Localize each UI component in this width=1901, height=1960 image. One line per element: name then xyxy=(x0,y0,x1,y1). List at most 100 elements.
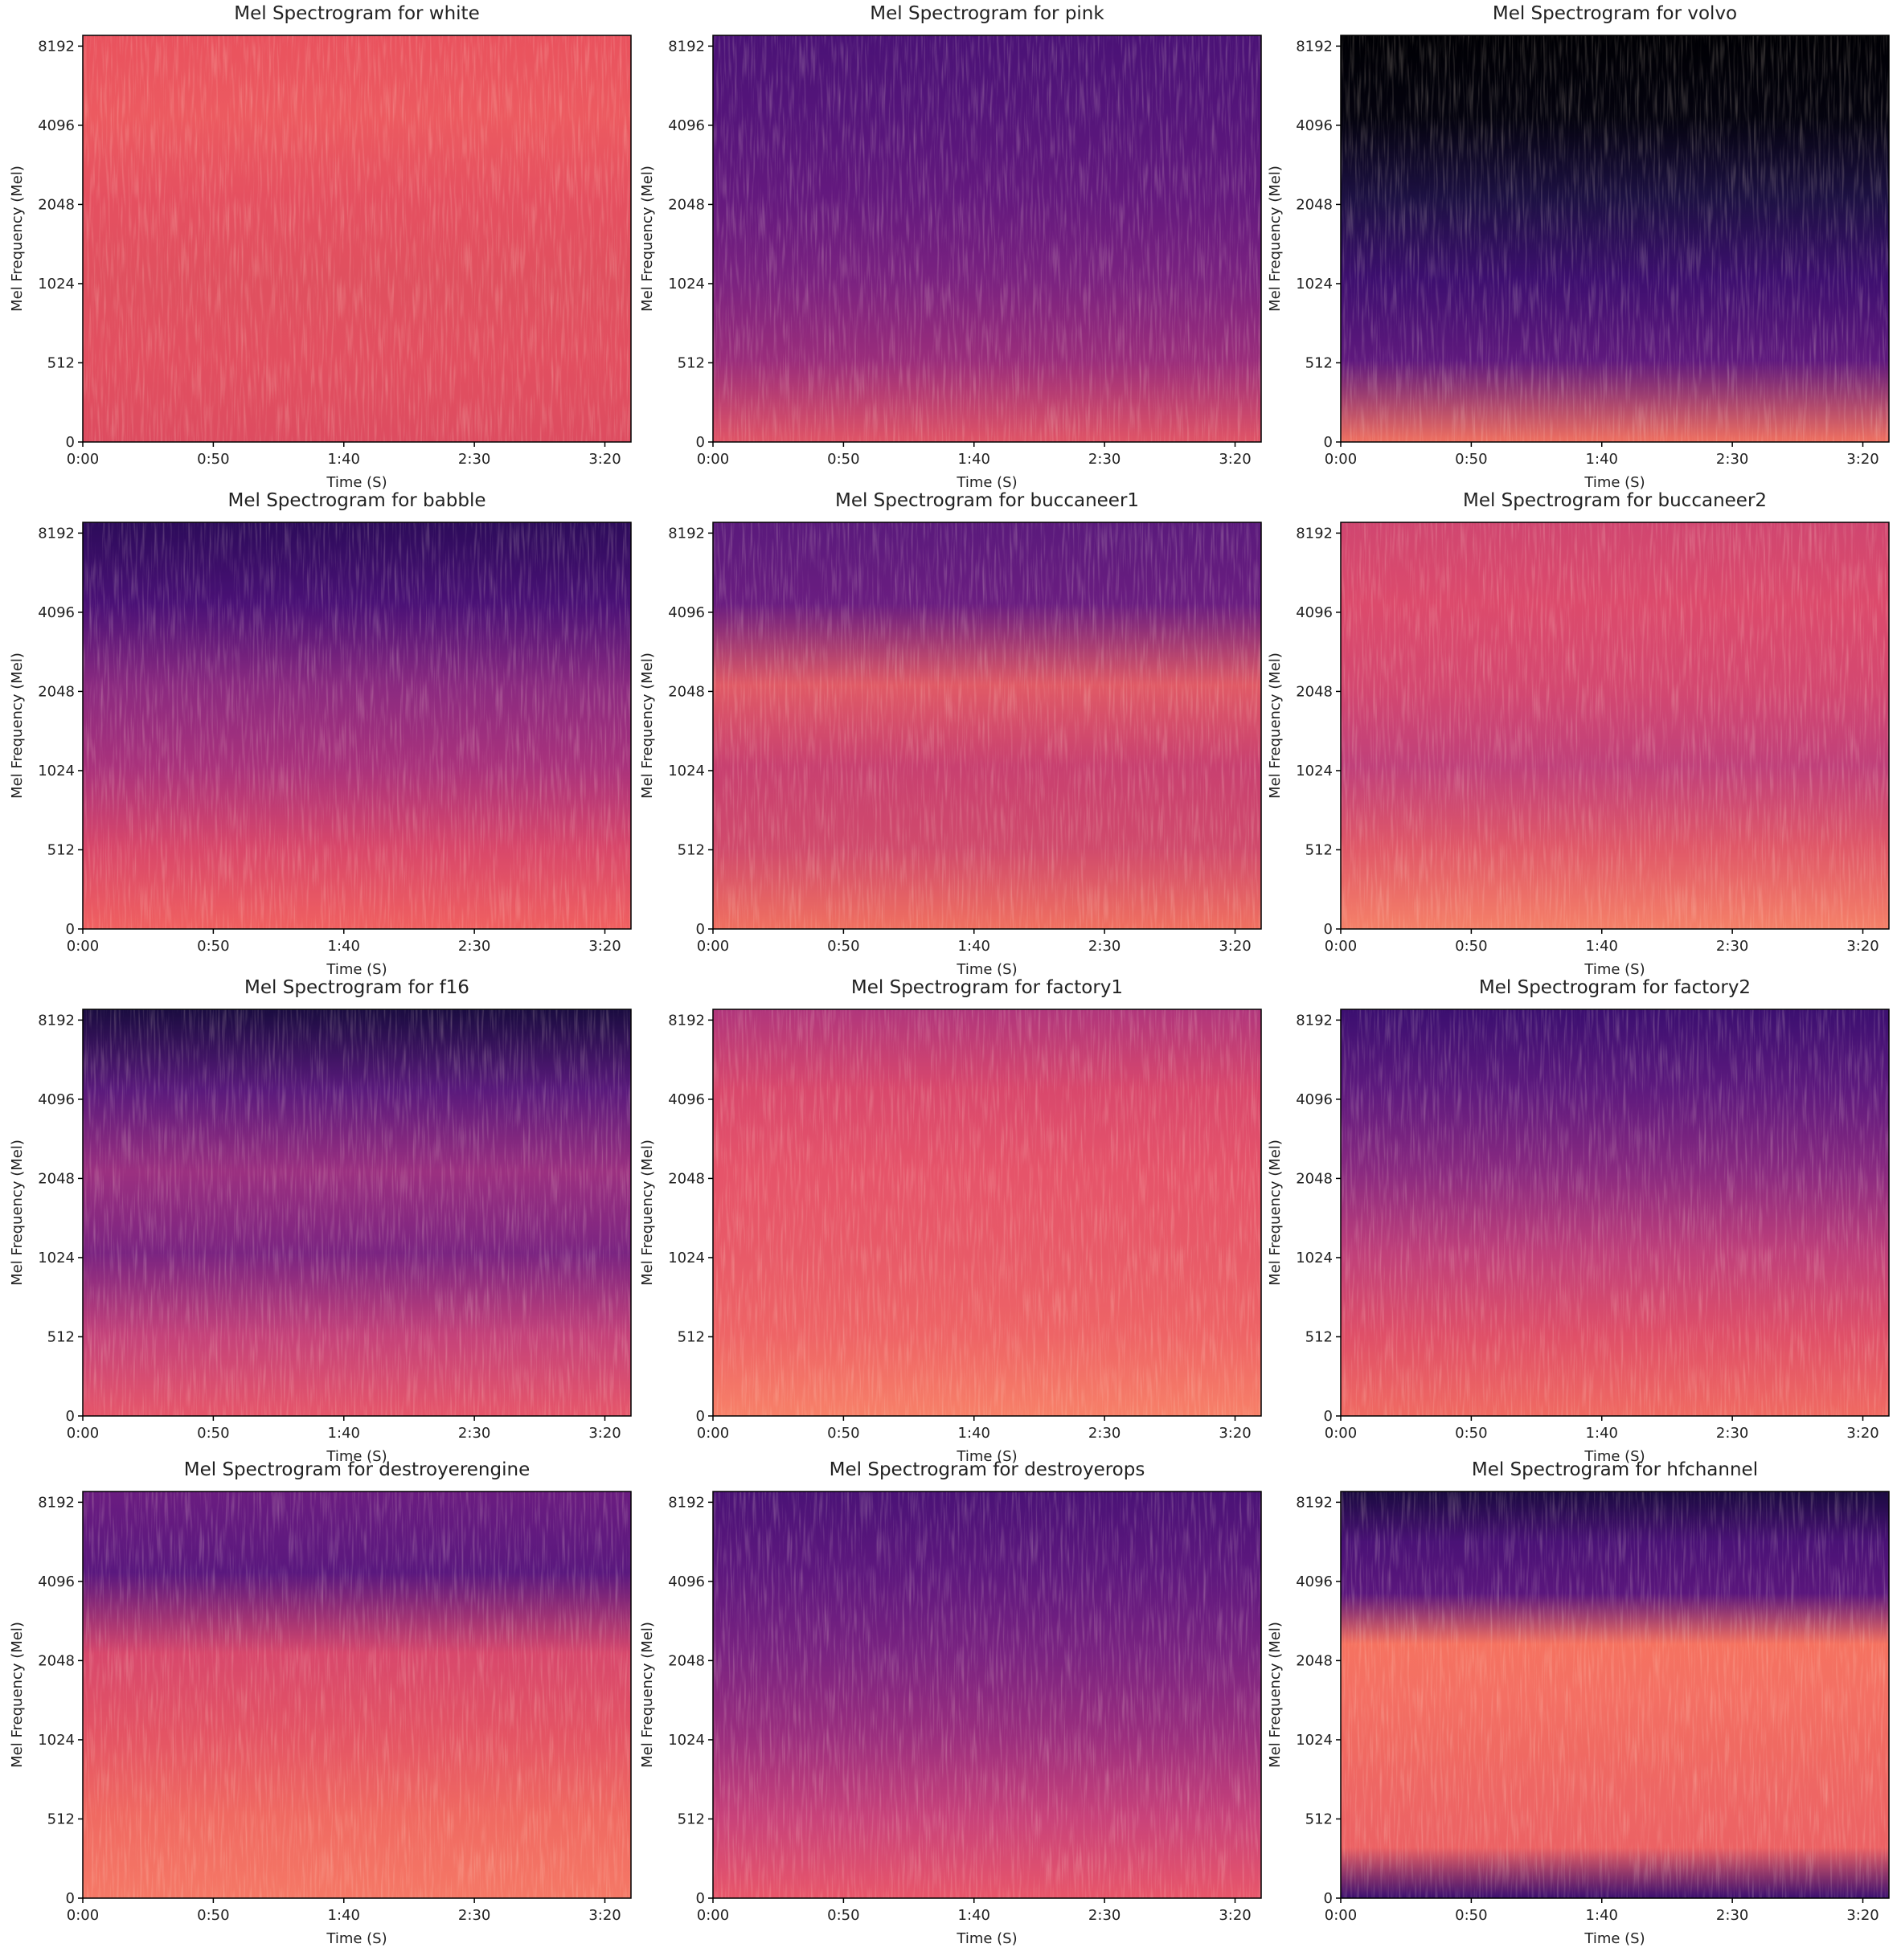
y-tick-label: 8192 xyxy=(668,38,705,55)
y-tick-label: 1024 xyxy=(38,763,75,779)
spectrogram-texture xyxy=(83,35,631,442)
x-axis-label: Time (S) xyxy=(326,961,387,978)
y-tick-label: 8192 xyxy=(38,1012,75,1029)
x-axis-label: Time (S) xyxy=(956,1930,1017,1947)
y-tick-label: 0 xyxy=(1324,1408,1333,1425)
y-tick-label: 8192 xyxy=(668,1494,705,1511)
chart-title: Mel Spectrogram for factory2 xyxy=(1479,977,1751,998)
x-tick-label: 0:00 xyxy=(1325,451,1357,468)
plot-frame xyxy=(1340,35,1890,443)
y-tick-label: 512 xyxy=(678,1811,705,1827)
subplot: Mel Spectrogram for volvo 0 512 1024 2048 409… xyxy=(1267,3,1890,491)
x-tick-label: 2:30 xyxy=(1716,1907,1748,1924)
y-axis-label: Mel Frequency (Mel) xyxy=(9,1140,26,1286)
plot-frame xyxy=(1340,1009,1890,1417)
x-tick-label: 2:30 xyxy=(1716,938,1748,955)
y-tick-label: 2048 xyxy=(1296,1652,1333,1669)
y-tick-label: 1024 xyxy=(1296,1732,1333,1749)
y-tick-label: 8192 xyxy=(668,1012,705,1029)
x-axis-label: Time (S) xyxy=(1583,1448,1645,1465)
y-tick-label: 512 xyxy=(678,841,705,858)
subplot: Mel Spectrogram for buccaneer1 0 512 1024 20… xyxy=(639,490,1262,978)
y-tick-label: 4096 xyxy=(668,1091,705,1108)
spectrogram-texture xyxy=(83,1491,631,1898)
y-axis-label: Mel Frequency (Mel) xyxy=(639,653,656,799)
x-tick-label: 0:50 xyxy=(1455,938,1487,955)
y-tick-label: 2048 xyxy=(38,1170,75,1187)
spectrogram-texture xyxy=(1341,1009,1889,1416)
y-tick-label: 8192 xyxy=(1296,1012,1333,1029)
y-axis-label: Mel Frequency (Mel) xyxy=(639,1622,656,1768)
x-tick-label: 0:00 xyxy=(67,451,99,468)
y-tick-label: 512 xyxy=(47,841,75,858)
y-axis-label: Mel Frequency (Mel) xyxy=(1267,653,1284,799)
y-tick-label: 1024 xyxy=(1296,1250,1333,1266)
y-tick-label: 4096 xyxy=(1296,1091,1333,1108)
x-tick-label: 0:00 xyxy=(67,938,99,955)
y-tick-label: 0 xyxy=(696,434,705,451)
spectrogram-texture xyxy=(713,1491,1261,1898)
y-tick-label: 4096 xyxy=(668,1573,705,1590)
chart-title: Mel Spectrogram for babble xyxy=(228,490,486,511)
subplot: Mel Spectrogram for destroyerops 0 512 1024… xyxy=(639,1459,1262,1947)
y-tick-label: 4096 xyxy=(38,117,75,134)
x-tick-label: 3:20 xyxy=(1846,1907,1878,1924)
x-tick-label: 0:50 xyxy=(1455,1425,1487,1442)
y-tick-label: 1024 xyxy=(1296,763,1333,779)
spectrogram-texture xyxy=(1341,522,1889,929)
y-tick-label: 1024 xyxy=(668,1732,705,1749)
x-tick-label: 0:50 xyxy=(197,451,229,468)
spectrogram-texture xyxy=(1341,35,1889,442)
x-tick-label: 0:50 xyxy=(197,1907,229,1924)
subplot: Mel Spectrogram for factory1 0 512 1024 2048… xyxy=(639,977,1262,1465)
x-tick-label: 0:00 xyxy=(67,1907,99,1924)
y-tick-label: 2048 xyxy=(1296,196,1333,213)
y-tick-label: 2048 xyxy=(38,1652,75,1669)
y-tick-label: 8192 xyxy=(38,1494,75,1511)
y-tick-label: 0 xyxy=(696,1408,705,1425)
x-tick-label: 2:30 xyxy=(1088,938,1121,955)
x-tick-label: 3:20 xyxy=(588,938,621,955)
x-axis-label: Time (S) xyxy=(326,474,387,491)
y-tick-label: 512 xyxy=(678,354,705,371)
x-tick-label: 3:20 xyxy=(1846,938,1878,955)
chart-title: Mel Spectrogram for factory1 xyxy=(851,977,1123,998)
spectrogram-texture xyxy=(713,35,1261,442)
y-tick-label: 1024 xyxy=(38,1250,75,1266)
y-tick-label: 8192 xyxy=(1296,1494,1333,1511)
x-tick-label: 1:40 xyxy=(328,451,360,468)
x-tick-label: 0:50 xyxy=(1455,1907,1487,1924)
x-tick-label: 0:50 xyxy=(1455,451,1487,468)
x-tick-label: 1:40 xyxy=(958,1907,990,1924)
plot-frame xyxy=(712,1009,1262,1417)
y-tick-label: 2048 xyxy=(1296,1170,1333,1187)
plot-frame xyxy=(82,35,632,443)
subplot: Mel Spectrogram for f16 0 512 1024 2048 4096 8… xyxy=(9,977,632,1465)
plot-frame xyxy=(1340,522,1890,930)
y-tick-label: 8192 xyxy=(38,38,75,55)
y-axis-label: Mel Frequency (Mel) xyxy=(1267,1140,1284,1286)
y-tick-label: 2048 xyxy=(668,1170,705,1187)
y-tick-label: 0 xyxy=(66,434,75,451)
x-tick-label: 0:50 xyxy=(197,938,229,955)
x-axis-label: Time (S) xyxy=(1583,961,1645,978)
x-tick-label: 2:30 xyxy=(458,451,490,468)
y-tick-label: 2048 xyxy=(38,196,75,213)
x-tick-label: 0:00 xyxy=(67,1425,99,1442)
plot-frame xyxy=(712,35,1262,443)
y-tick-label: 4096 xyxy=(38,1091,75,1108)
y-axis-label: Mel Frequency (Mel) xyxy=(639,166,656,312)
y-axis-label: Mel Frequency (Mel) xyxy=(1267,1622,1284,1768)
x-tick-label: 3:20 xyxy=(1219,1425,1251,1442)
x-tick-label: 2:30 xyxy=(1088,451,1121,468)
chart-title: Mel Spectrogram for volvo xyxy=(1493,3,1737,24)
y-tick-label: 1024 xyxy=(668,1250,705,1266)
x-tick-label: 2:30 xyxy=(1088,1425,1121,1442)
y-tick-label: 4096 xyxy=(668,604,705,621)
y-tick-label: 512 xyxy=(1305,354,1333,371)
x-axis-label: Time (S) xyxy=(956,1448,1017,1465)
y-tick-label: 4096 xyxy=(1296,117,1333,134)
x-tick-label: 3:20 xyxy=(588,451,621,468)
